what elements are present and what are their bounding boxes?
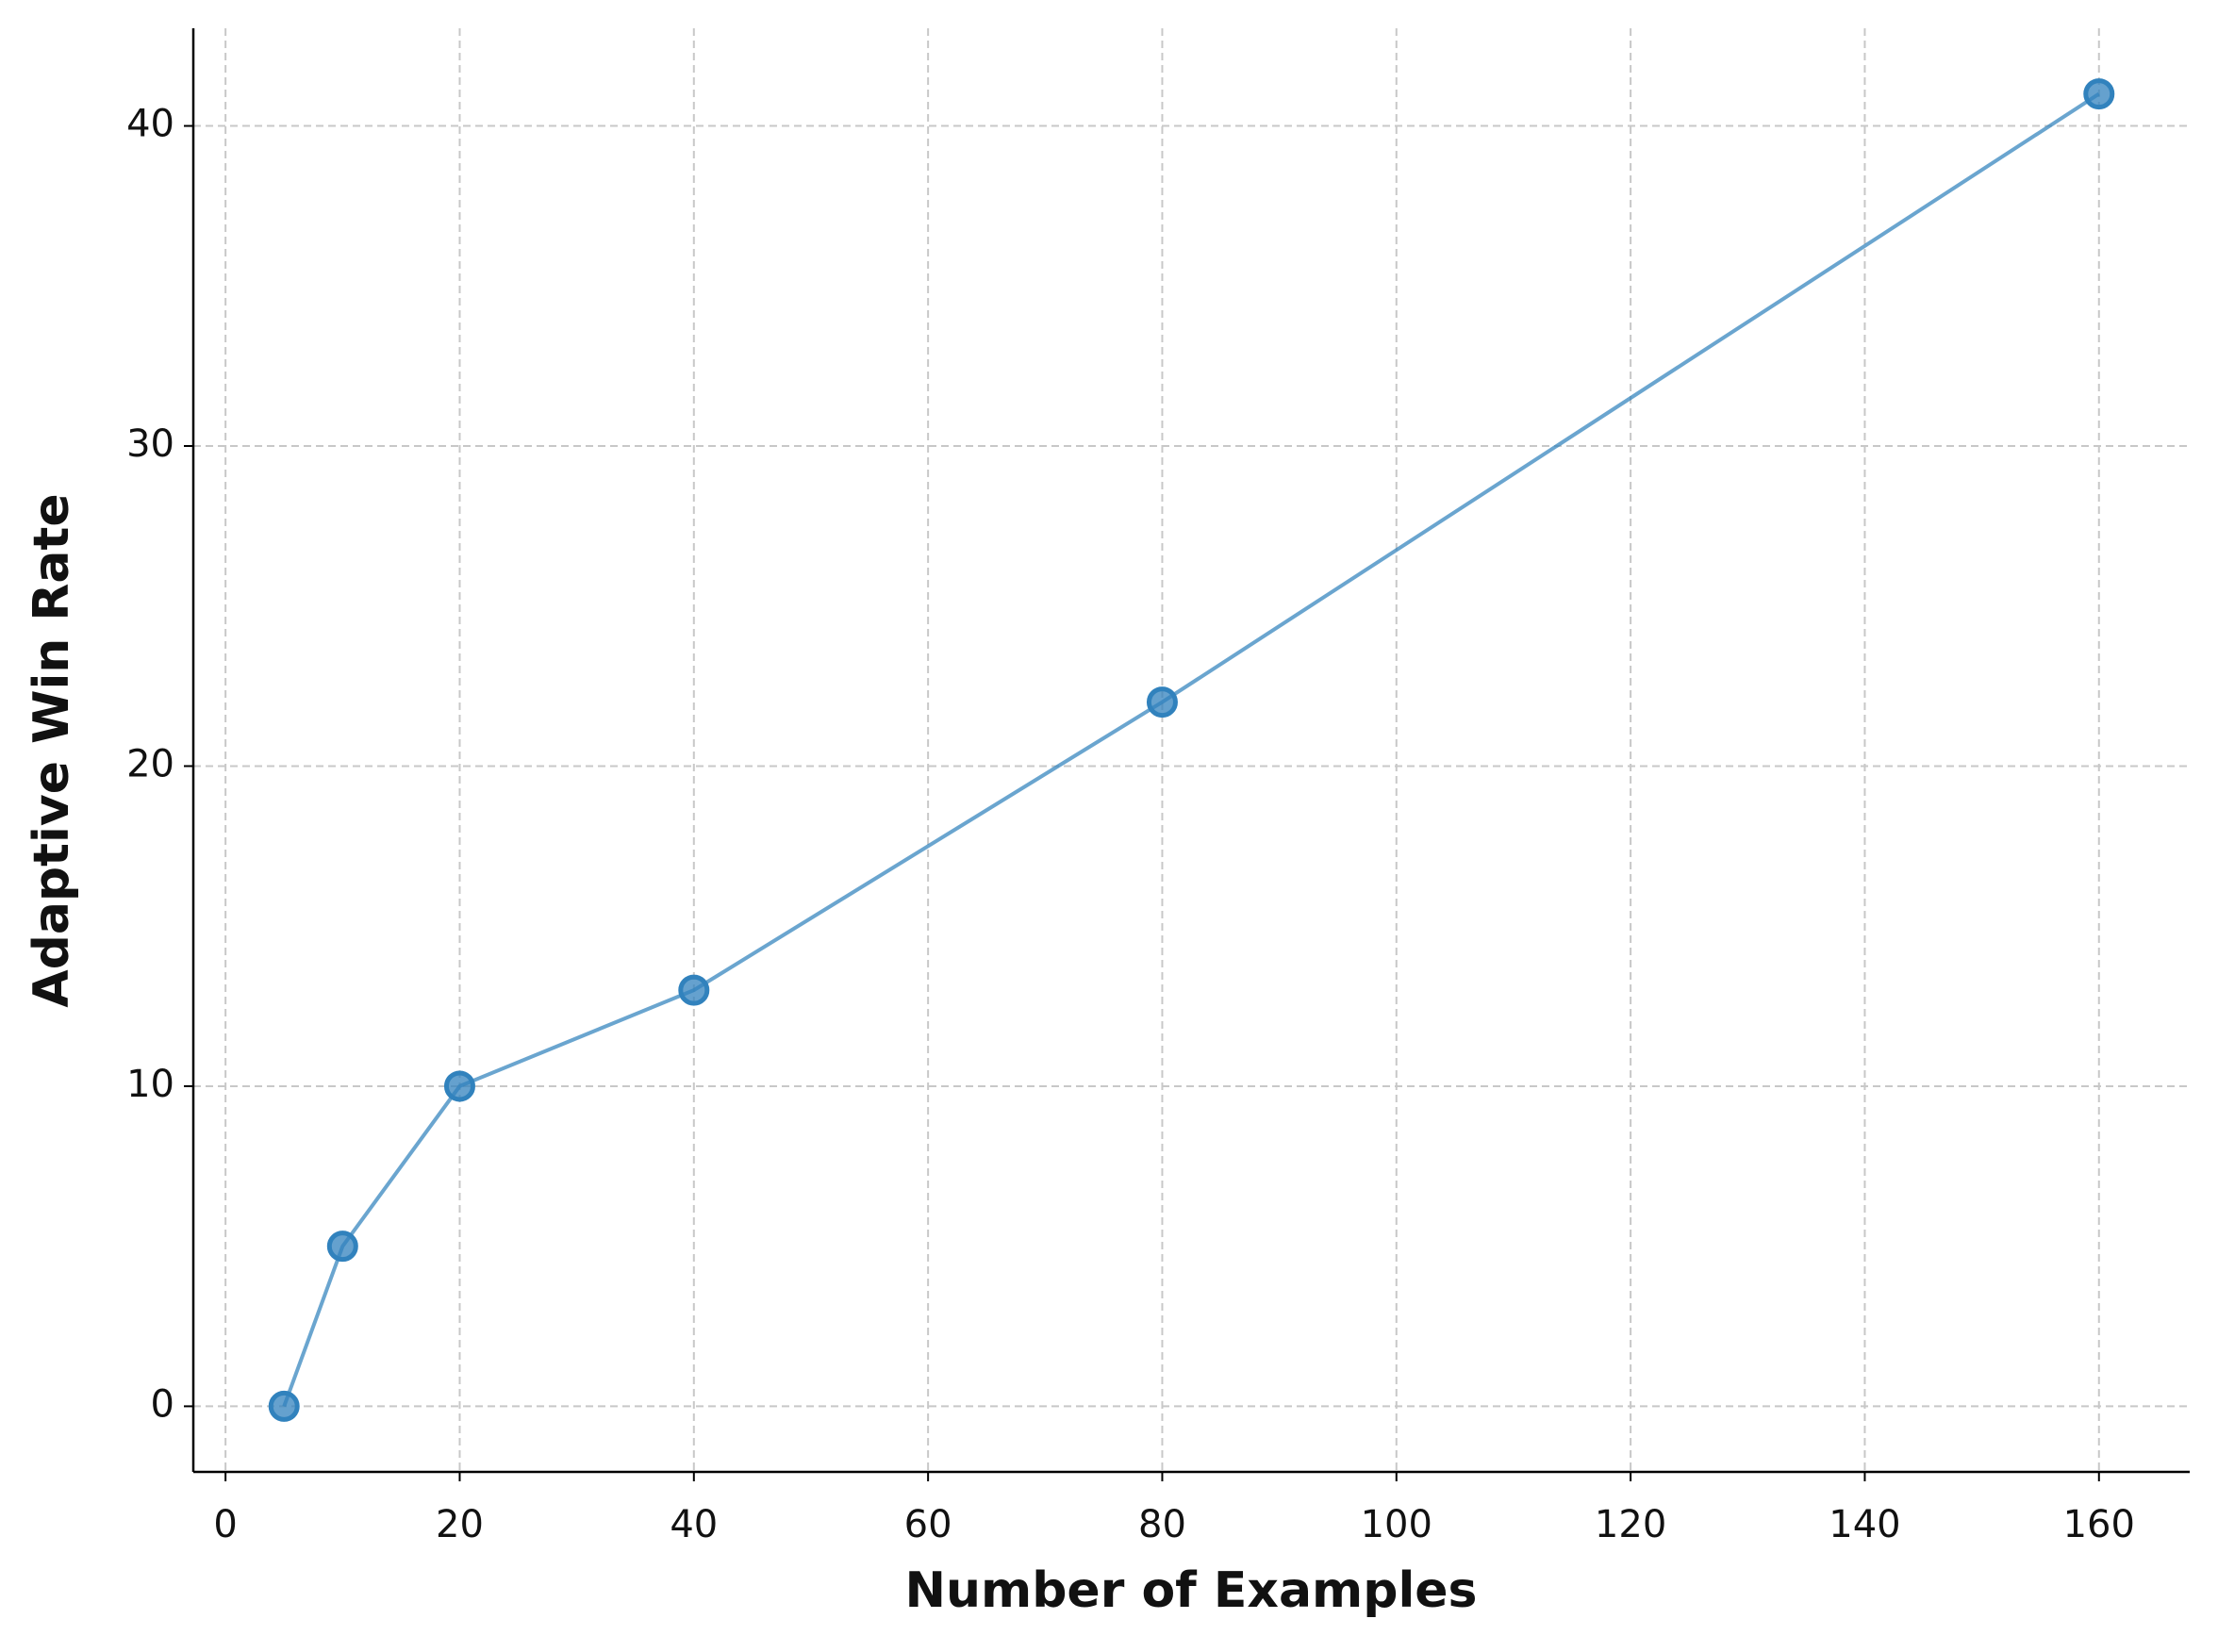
point: [1146, 686, 1178, 719]
x-axis-label: Number of Examples: [904, 1562, 1477, 1619]
x-tick-label: 160: [2063, 1503, 2135, 1546]
y-tick-label: 0: [151, 1382, 174, 1426]
x-tick-label: 120: [1595, 1503, 1666, 1546]
point: [443, 1070, 475, 1102]
y-axis-label: Adaptive Win Rate: [24, 493, 80, 1007]
x-tick-label: 20: [436, 1503, 484, 1546]
point: [268, 1390, 300, 1422]
x-tick-label: 140: [1829, 1503, 1900, 1546]
x-tick-label: 0: [213, 1503, 237, 1546]
point: [326, 1231, 358, 1263]
x-tick-label: 60: [904, 1503, 952, 1546]
y-tick-label: 20: [126, 742, 174, 785]
y-tick-label: 10: [126, 1063, 174, 1106]
line: [282, 91, 2100, 1408]
x-tick-label: 80: [1138, 1503, 1186, 1546]
point: [2083, 78, 2115, 110]
point: [678, 974, 710, 1006]
x-tick-label: 40: [670, 1503, 718, 1546]
x-tick-label: 100: [1361, 1503, 1432, 1546]
y-tick-label: 30: [126, 422, 174, 466]
y-tick-label: 40: [126, 103, 174, 146]
